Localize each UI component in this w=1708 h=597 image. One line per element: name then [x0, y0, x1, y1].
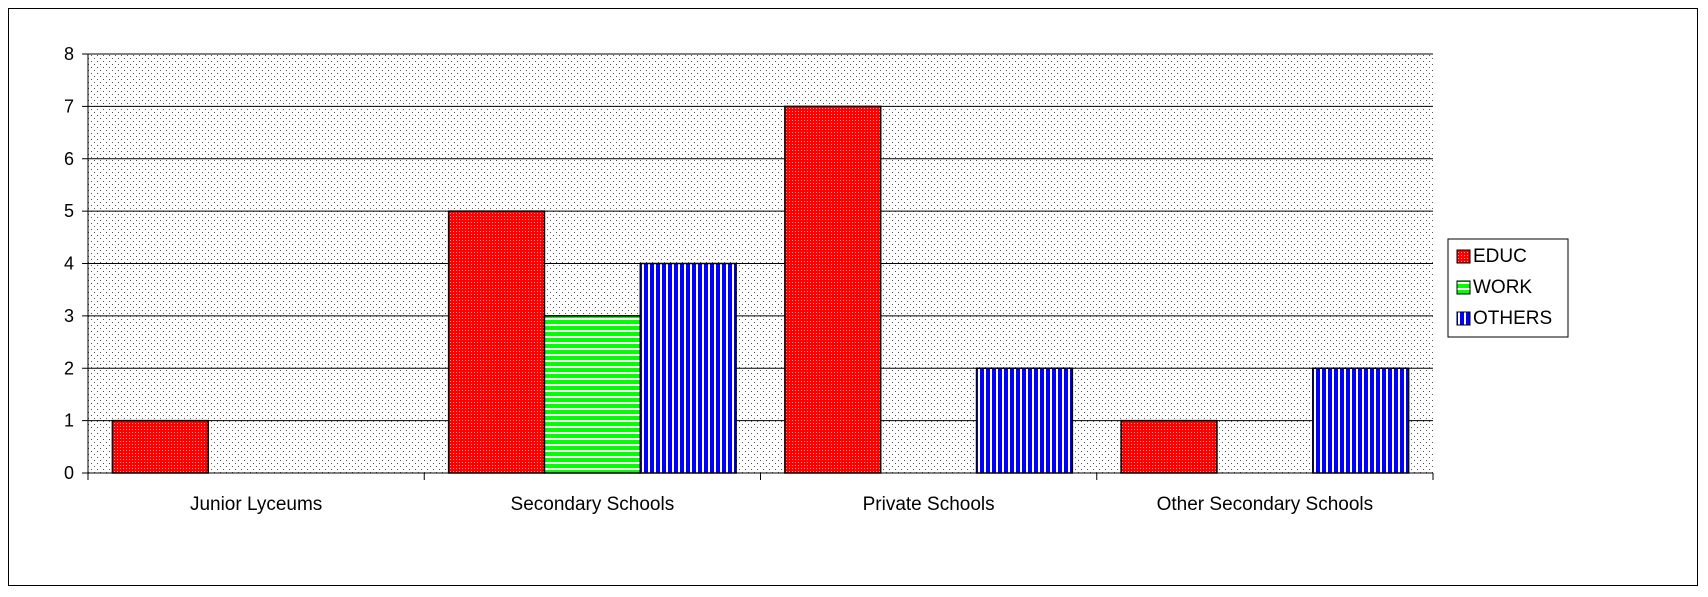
y-tick-label: 8 [64, 44, 74, 64]
y-tick-label: 3 [64, 306, 74, 326]
legend-label-work: WORK [1473, 277, 1532, 298]
legend-swatch-educ [1456, 249, 1471, 264]
y-tick-label: 0 [64, 463, 74, 483]
bar-others-1 [639, 262, 737, 474]
bar-others-3 [1312, 367, 1410, 474]
y-tick-label: 6 [64, 149, 74, 169]
y-tick-label: 7 [64, 96, 74, 116]
y-tick-label: 2 [64, 358, 74, 378]
legend-swatch-others [1456, 311, 1471, 326]
bar-educ-1 [447, 210, 546, 474]
bar-educ-0 [111, 419, 209, 474]
x-category-label: Junior Lyceums [190, 494, 322, 515]
y-tick-label: 1 [64, 411, 74, 431]
x-category-label: Private Schools [863, 494, 995, 515]
bar-work-1 [543, 315, 642, 474]
bar-educ-2 [784, 105, 882, 474]
legend-label-educ: EDUC [1473, 246, 1527, 267]
x-category-label: Other Secondary Schools [1157, 494, 1374, 515]
y-tick-label: 5 [64, 201, 74, 221]
legend-label-others: OTHERS [1473, 308, 1552, 329]
bar-educ-3 [1120, 419, 1218, 474]
bar-others-2 [975, 367, 1074, 474]
y-tick-label: 4 [64, 254, 74, 274]
legend-swatch-work [1456, 280, 1471, 295]
x-category-label: Secondary Schools [511, 494, 675, 515]
